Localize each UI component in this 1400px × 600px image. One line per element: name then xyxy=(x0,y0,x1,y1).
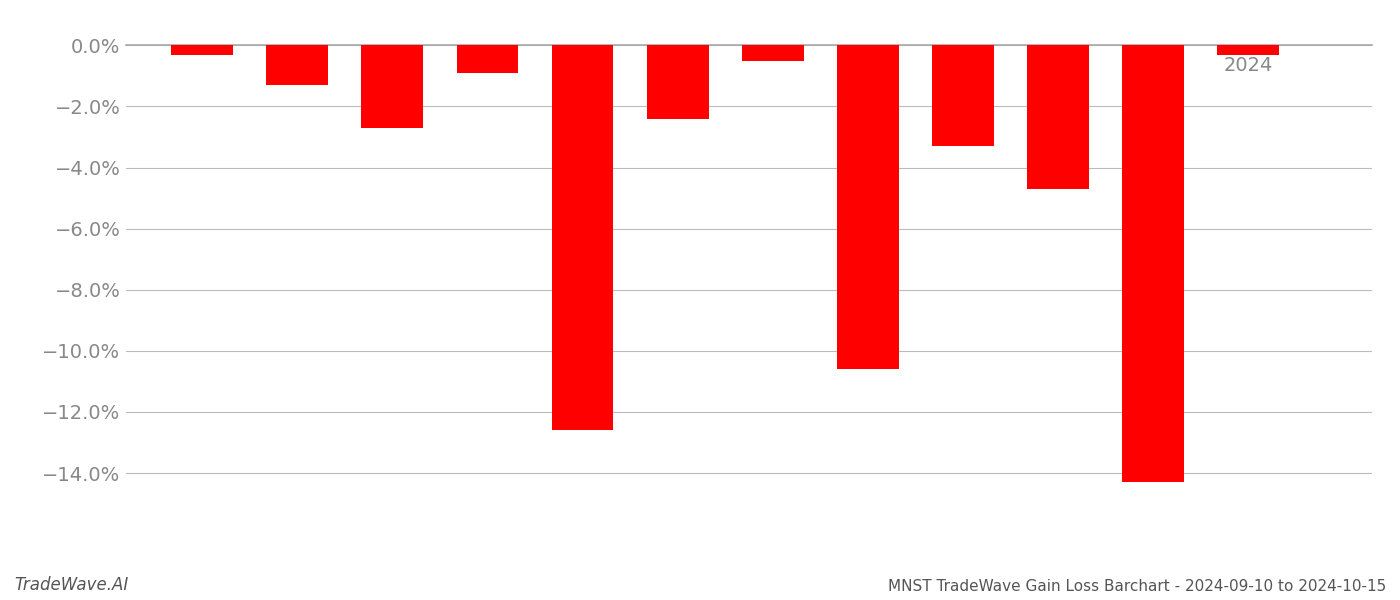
Bar xyxy=(1028,46,1089,189)
Bar xyxy=(837,46,899,369)
Bar xyxy=(266,46,328,85)
Bar xyxy=(742,46,804,61)
Bar xyxy=(456,46,518,73)
Bar xyxy=(647,46,708,119)
Bar xyxy=(1218,46,1280,55)
Bar xyxy=(1123,46,1184,482)
Bar xyxy=(932,46,994,146)
Text: MNST TradeWave Gain Loss Barchart - 2024-09-10 to 2024-10-15: MNST TradeWave Gain Loss Barchart - 2024… xyxy=(888,579,1386,594)
Bar xyxy=(171,46,232,55)
Bar xyxy=(361,46,423,128)
Text: TradeWave.AI: TradeWave.AI xyxy=(14,576,129,594)
Bar xyxy=(552,46,613,430)
